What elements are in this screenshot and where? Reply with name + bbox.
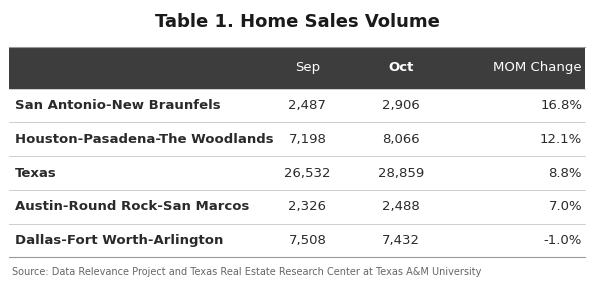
Bar — [9, 47, 585, 89]
Text: 2,487: 2,487 — [289, 99, 326, 112]
Text: Texas: Texas — [15, 166, 56, 180]
Text: 16.8%: 16.8% — [540, 99, 582, 112]
Text: 2,906: 2,906 — [382, 99, 420, 112]
Text: 7,198: 7,198 — [289, 133, 326, 146]
Text: San Antonio-New Braunfels: San Antonio-New Braunfels — [15, 99, 220, 112]
Text: 12.1%: 12.1% — [540, 133, 582, 146]
Text: Sep: Sep — [295, 61, 320, 74]
Text: 8.8%: 8.8% — [549, 166, 582, 180]
Text: 7.0%: 7.0% — [548, 200, 582, 213]
Text: 8,066: 8,066 — [382, 133, 420, 146]
Text: 2,326: 2,326 — [289, 200, 326, 213]
Text: Table 1. Home Sales Volume: Table 1. Home Sales Volume — [154, 13, 440, 31]
Text: Austin-Round Rock-San Marcos: Austin-Round Rock-San Marcos — [15, 200, 249, 213]
Text: MOM Change: MOM Change — [494, 61, 582, 74]
Text: 7,508: 7,508 — [289, 234, 326, 247]
Text: 2,488: 2,488 — [382, 200, 420, 213]
Text: Houston-Pasadena-The Woodlands: Houston-Pasadena-The Woodlands — [15, 133, 273, 146]
Text: -1.0%: -1.0% — [544, 234, 582, 247]
Text: Oct: Oct — [388, 61, 413, 74]
Text: 28,859: 28,859 — [378, 166, 424, 180]
Text: 26,532: 26,532 — [284, 166, 331, 180]
Text: Source: Data Relevance Project and Texas Real Estate Research Center at Texas A&: Source: Data Relevance Project and Texas… — [12, 267, 481, 277]
Text: 7,432: 7,432 — [382, 234, 420, 247]
Text: Dallas-Fort Worth-Arlington: Dallas-Fort Worth-Arlington — [15, 234, 223, 247]
